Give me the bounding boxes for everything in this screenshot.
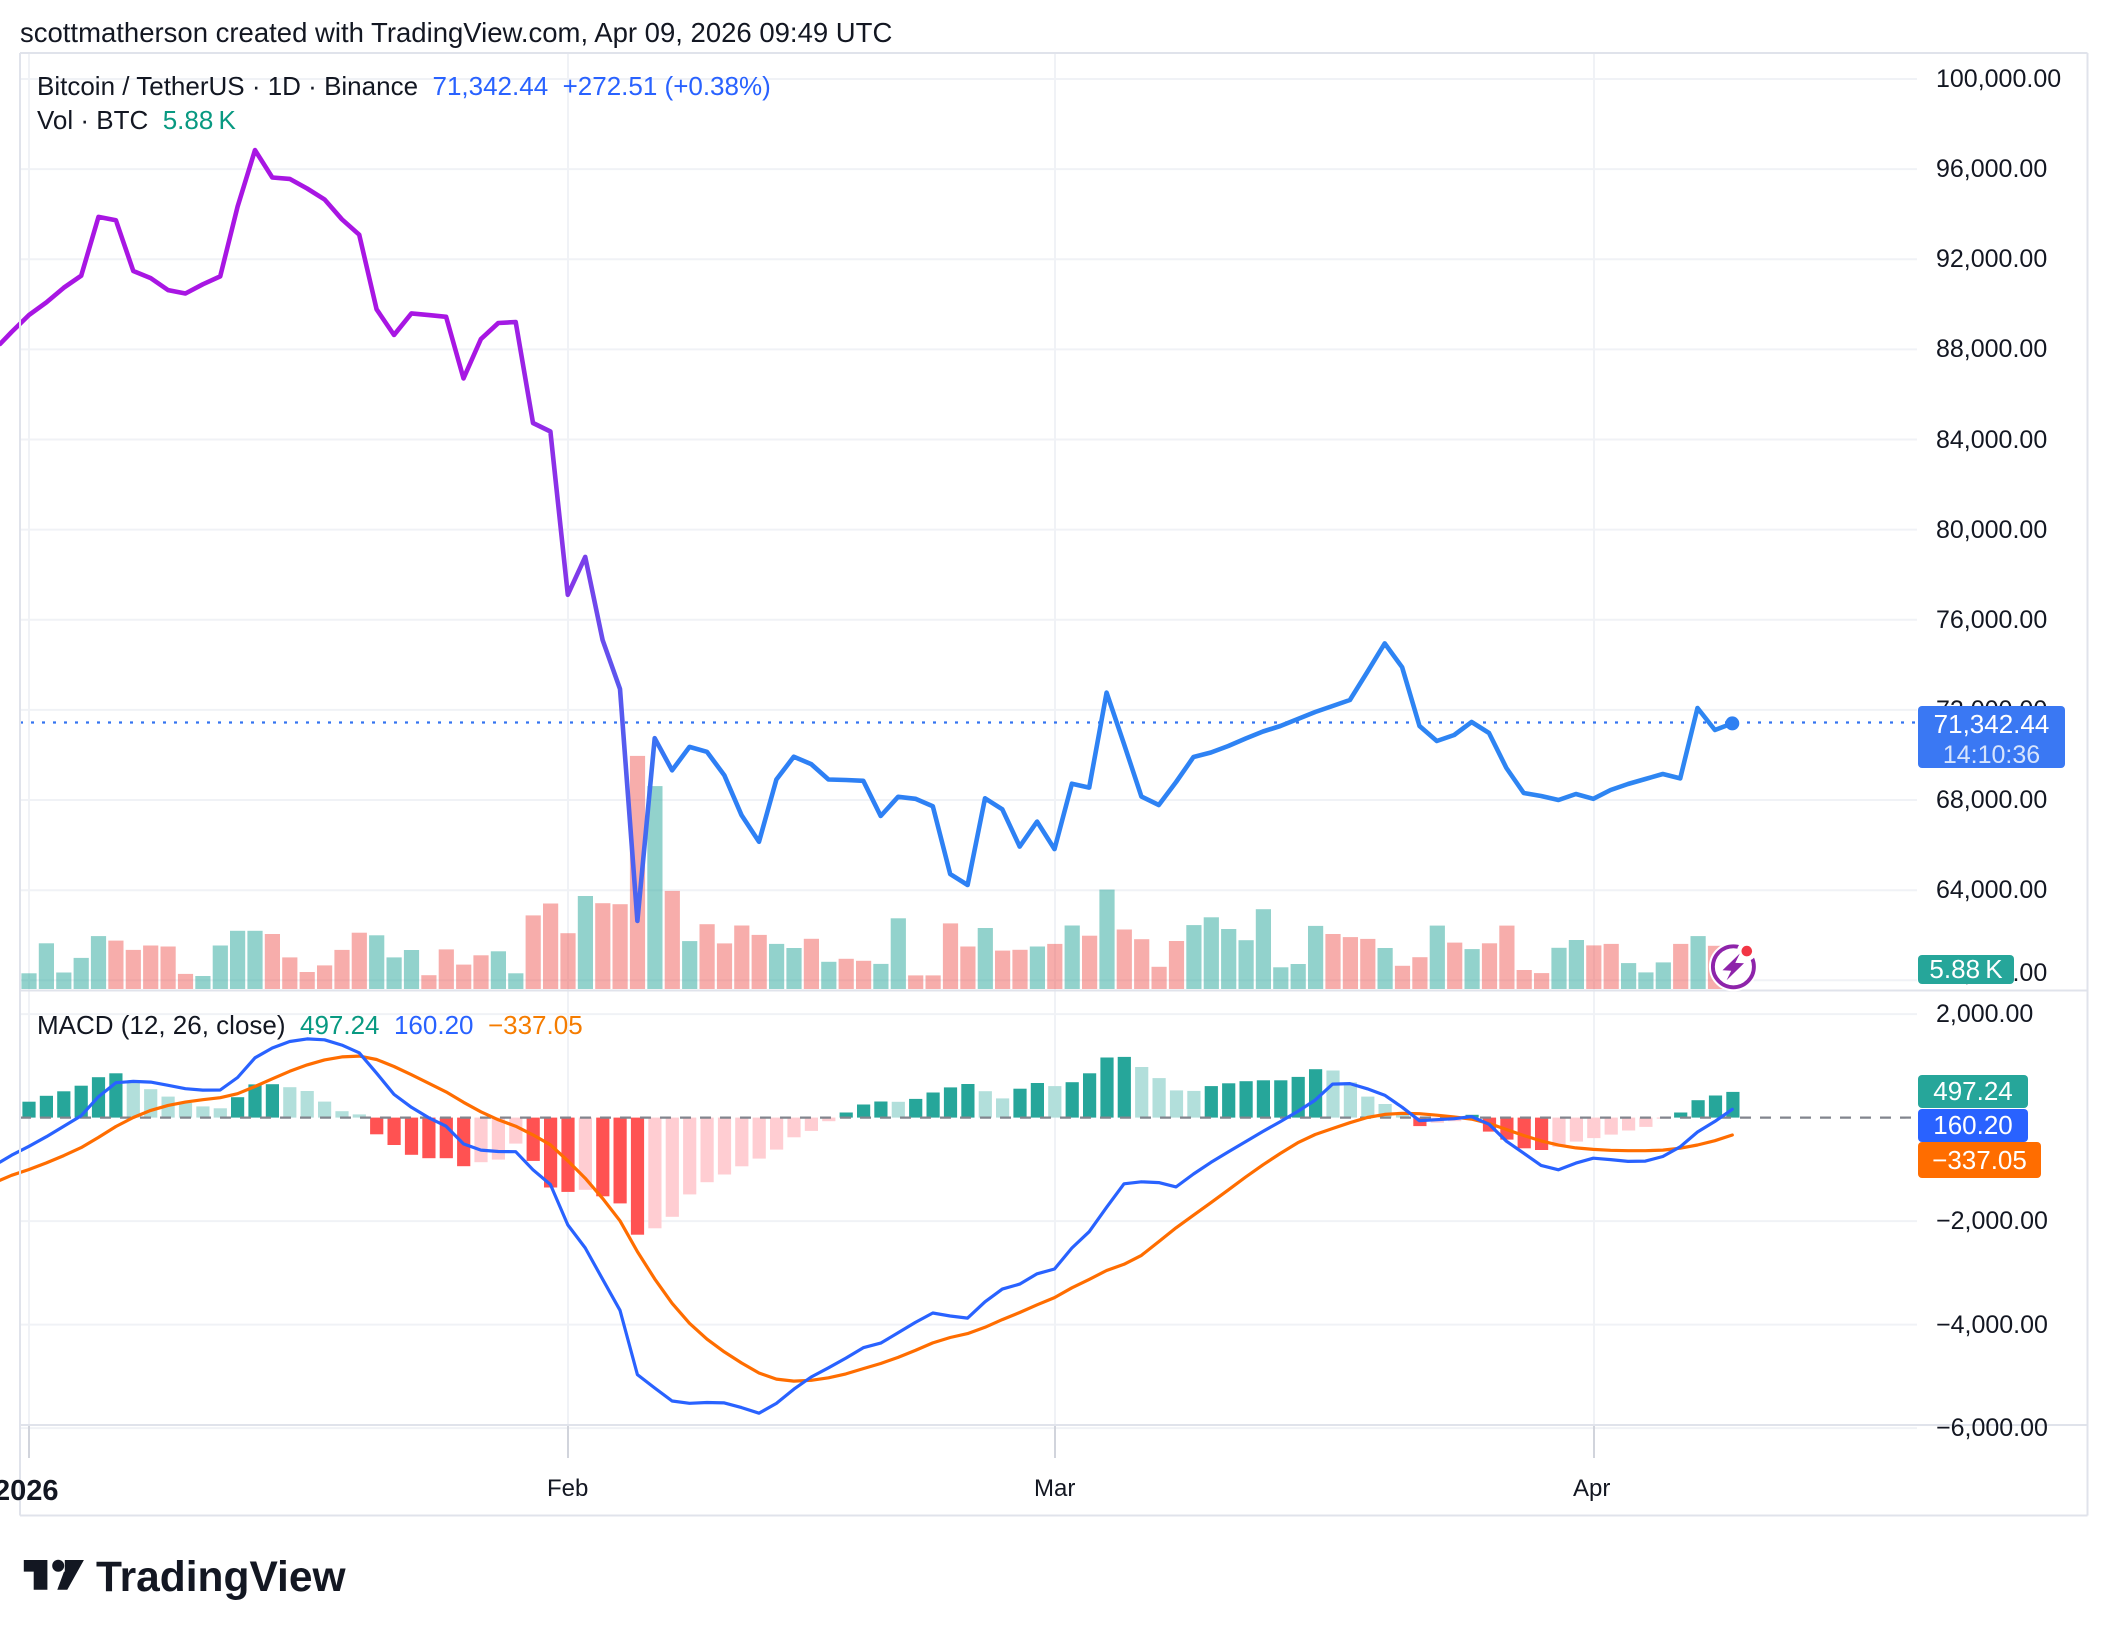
svg-text:TradingView: TradingView — [96, 1554, 347, 1601]
